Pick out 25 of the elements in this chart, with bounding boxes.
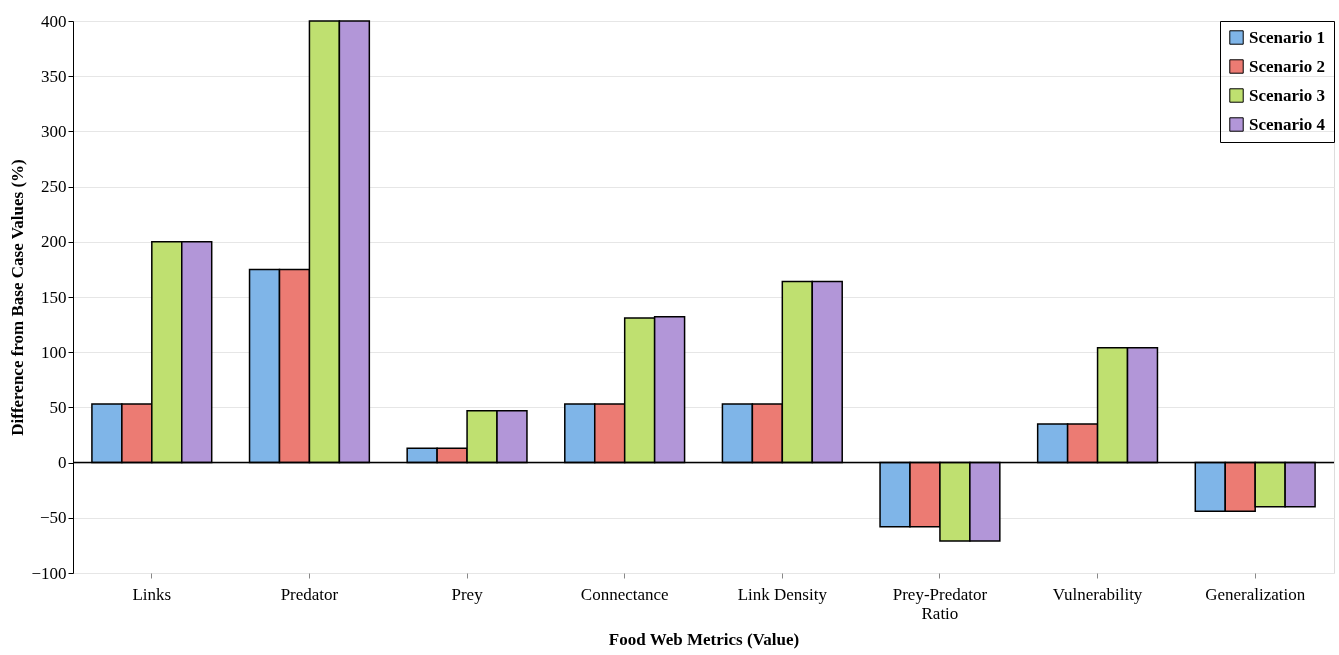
y-tick-label: −50: [39, 508, 67, 528]
y-tick-label: 350: [41, 66, 67, 86]
legend-label: Scenario 1: [1249, 27, 1326, 47]
y-tick-label: 150: [41, 287, 67, 307]
x-tick-label: Vulnerability: [1052, 584, 1143, 604]
y-tick-label: 50: [49, 397, 67, 417]
y-tick-label: 0: [58, 453, 67, 473]
x-tick-label: Prey: [451, 584, 484, 604]
legend-label: Scenario 4: [1249, 114, 1326, 134]
x-tick-label: Generalization: [1205, 584, 1306, 604]
x-tick-label: Links: [132, 584, 172, 604]
legend-label: Scenario 2: [1249, 56, 1326, 76]
y-tick-label: −100: [31, 563, 67, 583]
x-tick-label: Connectance: [580, 584, 669, 604]
x-axis-title: Food Web Metrics (Value): [608, 629, 800, 649]
y-tick-label: 250: [41, 177, 67, 197]
x-tick-label: Predator: [280, 584, 339, 604]
x-tick-label: Prey-Predator Ratio: [892, 584, 988, 623]
y-tick-label: 400: [41, 11, 67, 31]
y-tick-label: 100: [41, 342, 67, 362]
y-tick-label: 300: [41, 121, 67, 141]
y-tick-label: 200: [41, 232, 67, 252]
y-axis-title: Difference from Base Case Values (%): [8, 159, 28, 436]
legend-label: Scenario 3: [1249, 85, 1326, 105]
x-tick-label: Link Density: [737, 584, 828, 604]
